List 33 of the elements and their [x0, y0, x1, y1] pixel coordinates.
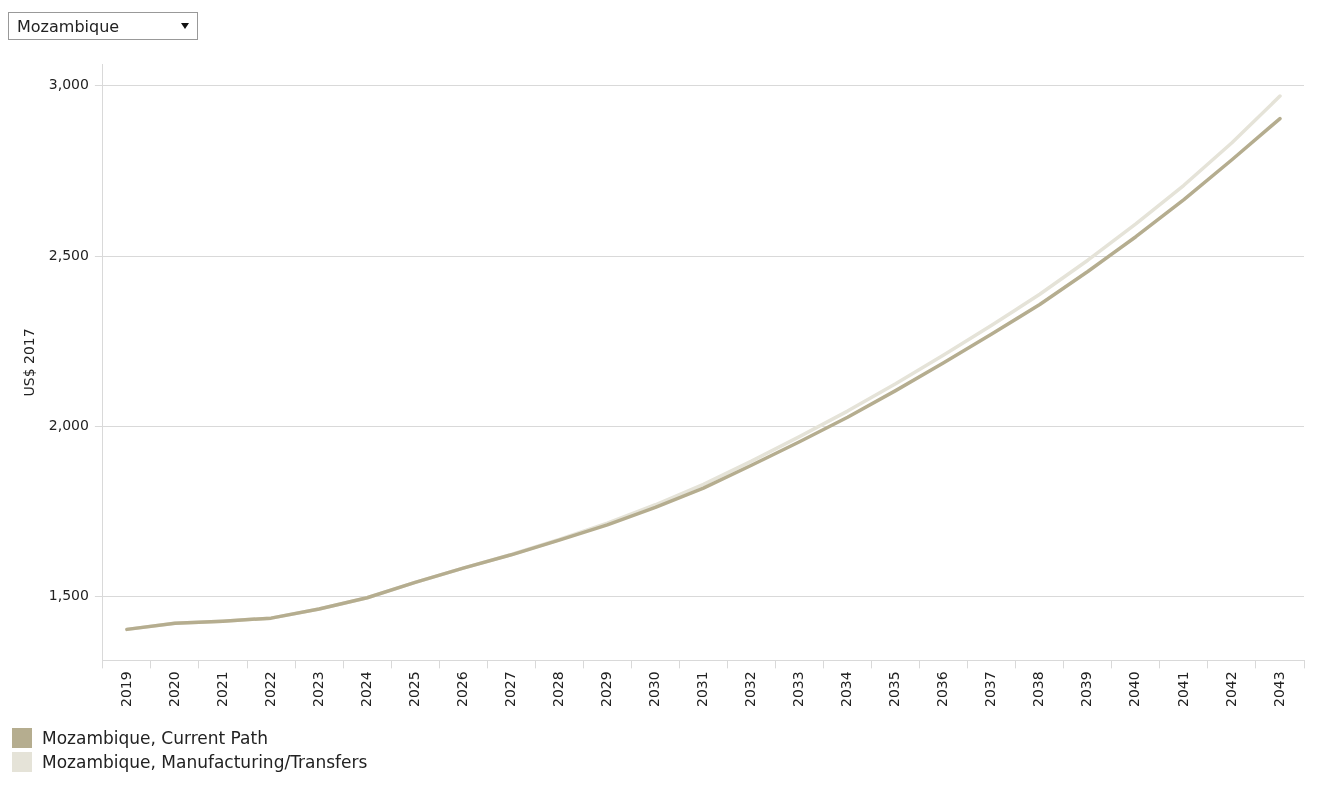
- x-tick-label: 2033: [790, 671, 807, 708]
- x-tick-label: 2020: [165, 671, 182, 708]
- legend-label: Mozambique, Current Path: [42, 728, 268, 748]
- x-tick-label: 2037: [982, 671, 999, 708]
- y-tick-label: 3,000: [48, 76, 89, 93]
- x-tick-label: 2022: [261, 671, 278, 708]
- x-tick-label: 2042: [1222, 671, 1239, 708]
- x-tick-label: 2036: [934, 671, 951, 708]
- x-tick-label: 2025: [405, 671, 422, 708]
- x-tick-label: 2029: [597, 671, 614, 708]
- y-axis-title: US$ 2017: [21, 328, 38, 397]
- dropdown-field: Mozambique: [8, 12, 198, 40]
- x-tick-label: 2026: [453, 671, 470, 708]
- x-tick-label: 2041: [1174, 671, 1191, 708]
- y-tick-label: 2,500: [48, 246, 89, 263]
- x-tick-label: 2019: [117, 671, 134, 708]
- x-tick-label: 2043: [1270, 671, 1287, 708]
- x-tick-label: 2031: [694, 671, 711, 708]
- x-tick-label: 2021: [213, 671, 230, 708]
- x-tick-label: 2024: [357, 671, 374, 708]
- x-tick-label: 2040: [1126, 671, 1143, 708]
- x-tick-label: 2032: [742, 671, 759, 708]
- x-tick-label: 2030: [646, 671, 663, 708]
- x-tick-label: 2023: [309, 671, 326, 708]
- x-tick-label: 2027: [501, 671, 518, 708]
- x-tick-label: 2035: [886, 671, 903, 708]
- x-tick-label: 2034: [838, 671, 855, 708]
- legend-label: Mozambique, Manufacturing/Transfers: [42, 752, 368, 772]
- x-tick-label: 2028: [549, 671, 566, 708]
- x-tick-label: 2039: [1078, 671, 1095, 708]
- y-tick-label: 2,000: [48, 417, 89, 434]
- y-tick-label: 1,500: [48, 587, 89, 604]
- x-tick-label: 2038: [1030, 671, 1047, 708]
